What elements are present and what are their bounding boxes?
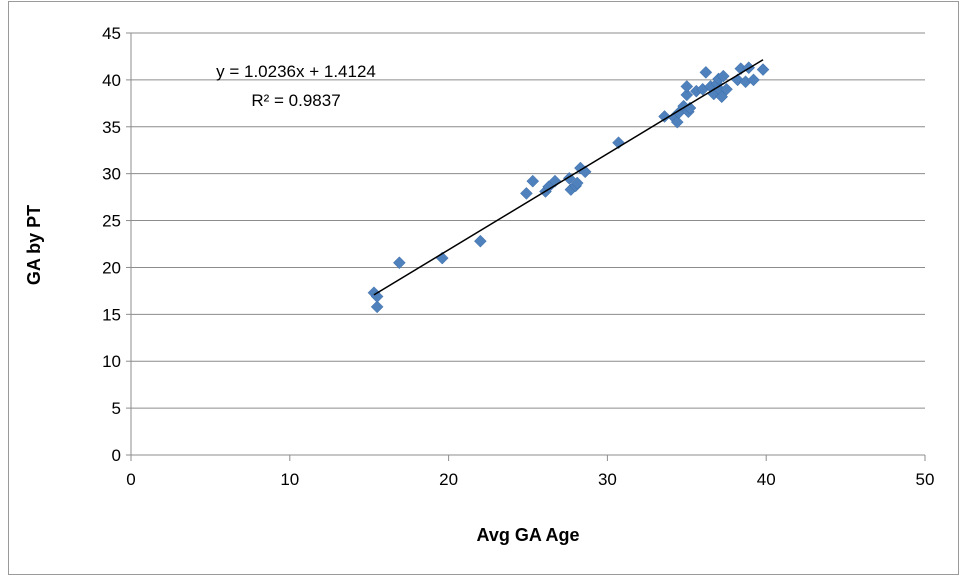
data-point: [699, 66, 713, 79]
x-tick-label: 40: [757, 470, 776, 489]
trendline-r-squared: R² = 0.9837: [251, 91, 340, 110]
x-tick-label: 20: [439, 470, 458, 489]
x-tick-label: 10: [280, 470, 299, 489]
y-tick-label: 40: [102, 71, 121, 90]
gridlines: [131, 32, 925, 409]
data-point: [370, 300, 384, 314]
y-tick-label: 15: [102, 305, 121, 324]
y-tick-label: 35: [102, 118, 121, 137]
x-tick-label: 50: [916, 470, 935, 489]
data-point: [658, 110, 671, 123]
data-points: [367, 61, 770, 314]
y-tick-label: 10: [102, 352, 121, 371]
data-point: [520, 187, 533, 200]
chart-frame: [8, 1, 959, 575]
data-point: [756, 63, 770, 76]
data-point: [720, 82, 733, 96]
trendline-equation: y = 1.0236x + 1.4124: [216, 62, 376, 81]
y-tick-label: 30: [102, 165, 121, 184]
x-tick-label: 0: [126, 470, 135, 489]
x-tick-label: 30: [598, 470, 617, 489]
y-tick-label: 45: [102, 24, 121, 43]
trendline: [373, 59, 764, 296]
data-point: [680, 80, 694, 93]
y-tick-label: 25: [102, 212, 121, 231]
data-point: [526, 174, 540, 188]
data-point: [747, 73, 760, 87]
axes: [126, 32, 926, 461]
data-point: [370, 290, 384, 303]
y-tick-label: 20: [102, 258, 121, 277]
data-point: [570, 176, 584, 190]
y-tick-label: 5: [112, 399, 121, 418]
x-axis-title: Avg GA Age: [476, 525, 579, 545]
y-tick-labels: 0 5 10 15 20 25 30 35 40 45: [102, 24, 121, 465]
data-point: [393, 256, 406, 270]
data-point: [670, 115, 684, 129]
y-axis-title: GA by PT: [24, 205, 44, 285]
x-tick-labels: 0 10 20 30 40 50: [126, 470, 934, 489]
data-point: [716, 69, 730, 83]
y-tick-label: 0: [112, 446, 121, 465]
data-point: [680, 88, 694, 102]
data-point: [474, 234, 487, 248]
